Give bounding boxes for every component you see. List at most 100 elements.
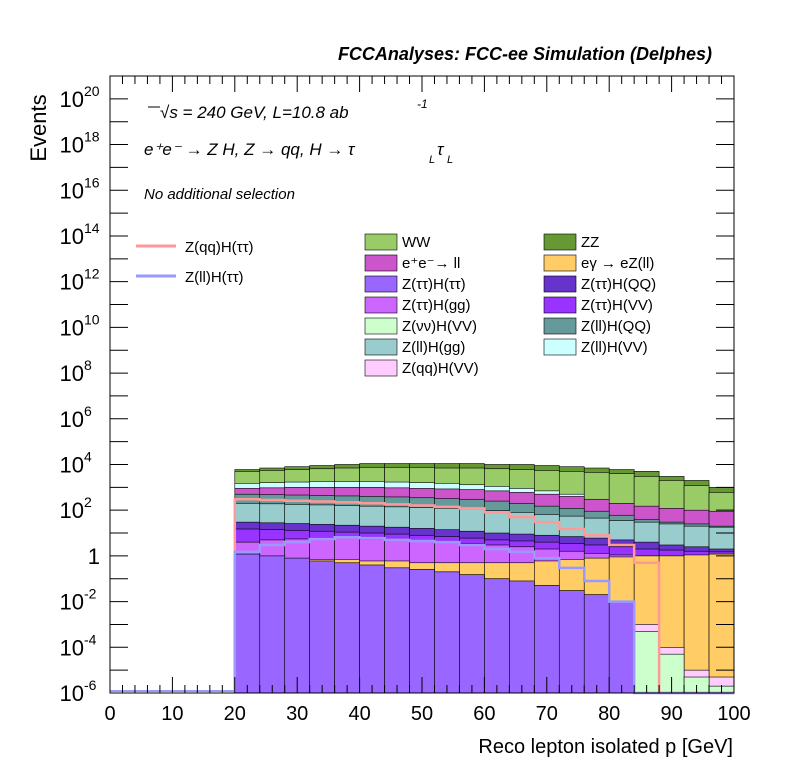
bar-Z(ττ)H(ττ)-5: [359, 564, 385, 694]
y-tick-label: 10: [60, 498, 84, 523]
bar-Z(ττ)H(ττ)-6: [384, 567, 410, 694]
legend-label: Z(ττ)H(QQ): [581, 276, 656, 293]
y-tick-exponent: -2: [84, 586, 97, 602]
bar-Z(ττ)H(ττ)-8: [434, 571, 460, 694]
selection-label: No additional selection: [144, 186, 295, 203]
legend-swatch: [543, 317, 577, 335]
line-Z(qq)H(ττ): [233, 498, 734, 695]
bar-Z(ττ)H(ττ)-0: [234, 553, 261, 694]
y-tick-label: 10: [60, 681, 84, 706]
legend-label: e⁺e⁻→ ll: [402, 255, 460, 272]
y-tick-label: 10: [60, 590, 84, 615]
y-tick-label: 10: [60, 270, 84, 295]
y-axis-label: Events: [26, 94, 51, 161]
bar-Z(ττ)H(ττ)-14: [583, 594, 610, 694]
y-tick-label: 10: [60, 407, 84, 432]
y-tick-exponent: 2: [84, 494, 92, 510]
lumi-exponent: -1: [417, 97, 428, 111]
y-tick-label: 10: [60, 178, 84, 203]
y-tick-exponent: -6: [84, 677, 97, 693]
legend-label: Z(ττ)H(ττ): [402, 276, 466, 293]
x-tick-label: 80: [598, 703, 620, 725]
bar-Z(ττ)H(ττ)-15: [608, 601, 635, 694]
legend-backgrounds: WW ZZ e⁺e⁻→ ll eγ → eZ(ll) Z(ττ)H(ττ) Z(ττ)H(…: [364, 233, 656, 377]
x-tick-label: 0: [104, 703, 115, 725]
y-tick-exponent: 18: [84, 129, 100, 145]
y-tick-label: 10: [60, 635, 84, 660]
process-tau2: τ: [437, 140, 445, 159]
y-tick-label: 10: [60, 224, 84, 249]
bar-Z(ττ)H(ττ)-11: [509, 580, 535, 694]
energy-label: √s = 240 GeV, L=10.8 ab: [160, 103, 349, 122]
x-tick-label: 20: [224, 703, 246, 725]
bar-Z(ττ)H(ττ)-3: [309, 560, 335, 694]
legend-label: ZZ: [581, 234, 599, 251]
y-tick-exponent: 20: [84, 83, 100, 99]
legend-swatch: [543, 254, 577, 272]
legend-label: Z(qq)H(VV): [402, 360, 479, 377]
y-tick-label: 1: [88, 544, 100, 569]
x-tick-label: 30: [286, 703, 308, 725]
legend-label: eγ → eZ(ll): [581, 255, 654, 272]
bar-Z(ττ)H(ττ)-7: [409, 569, 435, 694]
y-tick-exponent: 16: [84, 174, 100, 190]
legend-swatch: [543, 275, 577, 293]
y-tick-exponent: 14: [84, 220, 100, 236]
y-tick-label: 10: [60, 133, 84, 158]
y-tick-label: 10: [60, 315, 84, 340]
x-axis-label: Reco lepton isolated p [GeV]: [478, 736, 733, 758]
x-tick-label: 70: [536, 703, 558, 725]
legend-swatch: [543, 296, 577, 314]
legend-swatch: [364, 275, 398, 293]
bar-Z(νν)H(VV)-16: [633, 631, 660, 694]
bar-Z(ττ)H(ττ)-10: [484, 578, 510, 694]
legend-label: Z(ττ)H(gg): [402, 297, 471, 314]
bar-Z(ττ)H(ττ)-4: [334, 562, 360, 694]
bar-Z(ττ)H(ττ)-1: [259, 555, 286, 694]
x-tick-label: 10: [161, 703, 183, 725]
y-tick-label: 10: [60, 87, 84, 112]
bar-Z(ττ)H(ττ)-13: [558, 590, 585, 694]
legend-label: Z(qq)H(ττ): [185, 239, 254, 256]
process-sub1: L: [429, 154, 435, 166]
x-tick-label: 40: [348, 703, 370, 725]
chart-title: FCCAnalyses: FCC-ee Simulation (Delphes): [338, 44, 712, 64]
legend-label: Z(ll)H(VV): [581, 339, 648, 356]
legend-swatch: [543, 338, 577, 356]
bar-eγ → eZ(ll)-19: [708, 553, 735, 694]
y-tick-exponent: 6: [84, 403, 92, 419]
x-tick-label: 100: [717, 703, 750, 725]
y-tick-exponent: -4: [84, 631, 97, 647]
legend-swatch: [543, 233, 577, 251]
y-tick-label: 10: [60, 452, 84, 477]
y-tick-exponent: 10: [84, 311, 100, 327]
x-tick-label: 50: [411, 703, 433, 725]
stack-Z(ττ)H(ττ): [234, 553, 635, 694]
bar-Z(ττ)H(ττ)-2: [284, 557, 310, 694]
y-tick-label: 10: [60, 361, 84, 386]
legend-swatch: [364, 233, 398, 251]
y-tick-exponent: 4: [84, 448, 92, 464]
legend-label: Z(ll)H(gg): [402, 339, 465, 356]
legend-swatch: [364, 296, 398, 314]
process-label: e⁺e⁻ → Z H, Z → qq, H → τ: [144, 140, 356, 159]
legend-swatch: [364, 317, 398, 335]
legend-swatch: [364, 338, 398, 356]
legend-swatch: [364, 359, 398, 377]
legend-label: Z(ll)H(ττ): [185, 269, 244, 286]
legend-swatch: [364, 254, 398, 272]
x-tick-label: 60: [473, 703, 495, 725]
line-Z(ll)H(ττ): [233, 536, 734, 695]
legend-label: WW: [402, 234, 431, 251]
bar-Z(ττ)H(ττ)-9: [459, 574, 485, 694]
legend-signal: Z(qq)H(ττ) Z(ll)H(ττ): [136, 239, 254, 286]
legend-label: Z(ll)H(QQ): [581, 318, 651, 335]
legend-label: Z(ττ)H(VV): [581, 297, 653, 314]
process-sub2: L: [447, 154, 453, 166]
bar-Z(ττ)H(ττ)-12: [534, 585, 560, 694]
legend-label: Z(νν)H(VV): [402, 318, 477, 335]
x-tick-label: 90: [660, 703, 682, 725]
y-tick-exponent: 12: [84, 266, 100, 282]
